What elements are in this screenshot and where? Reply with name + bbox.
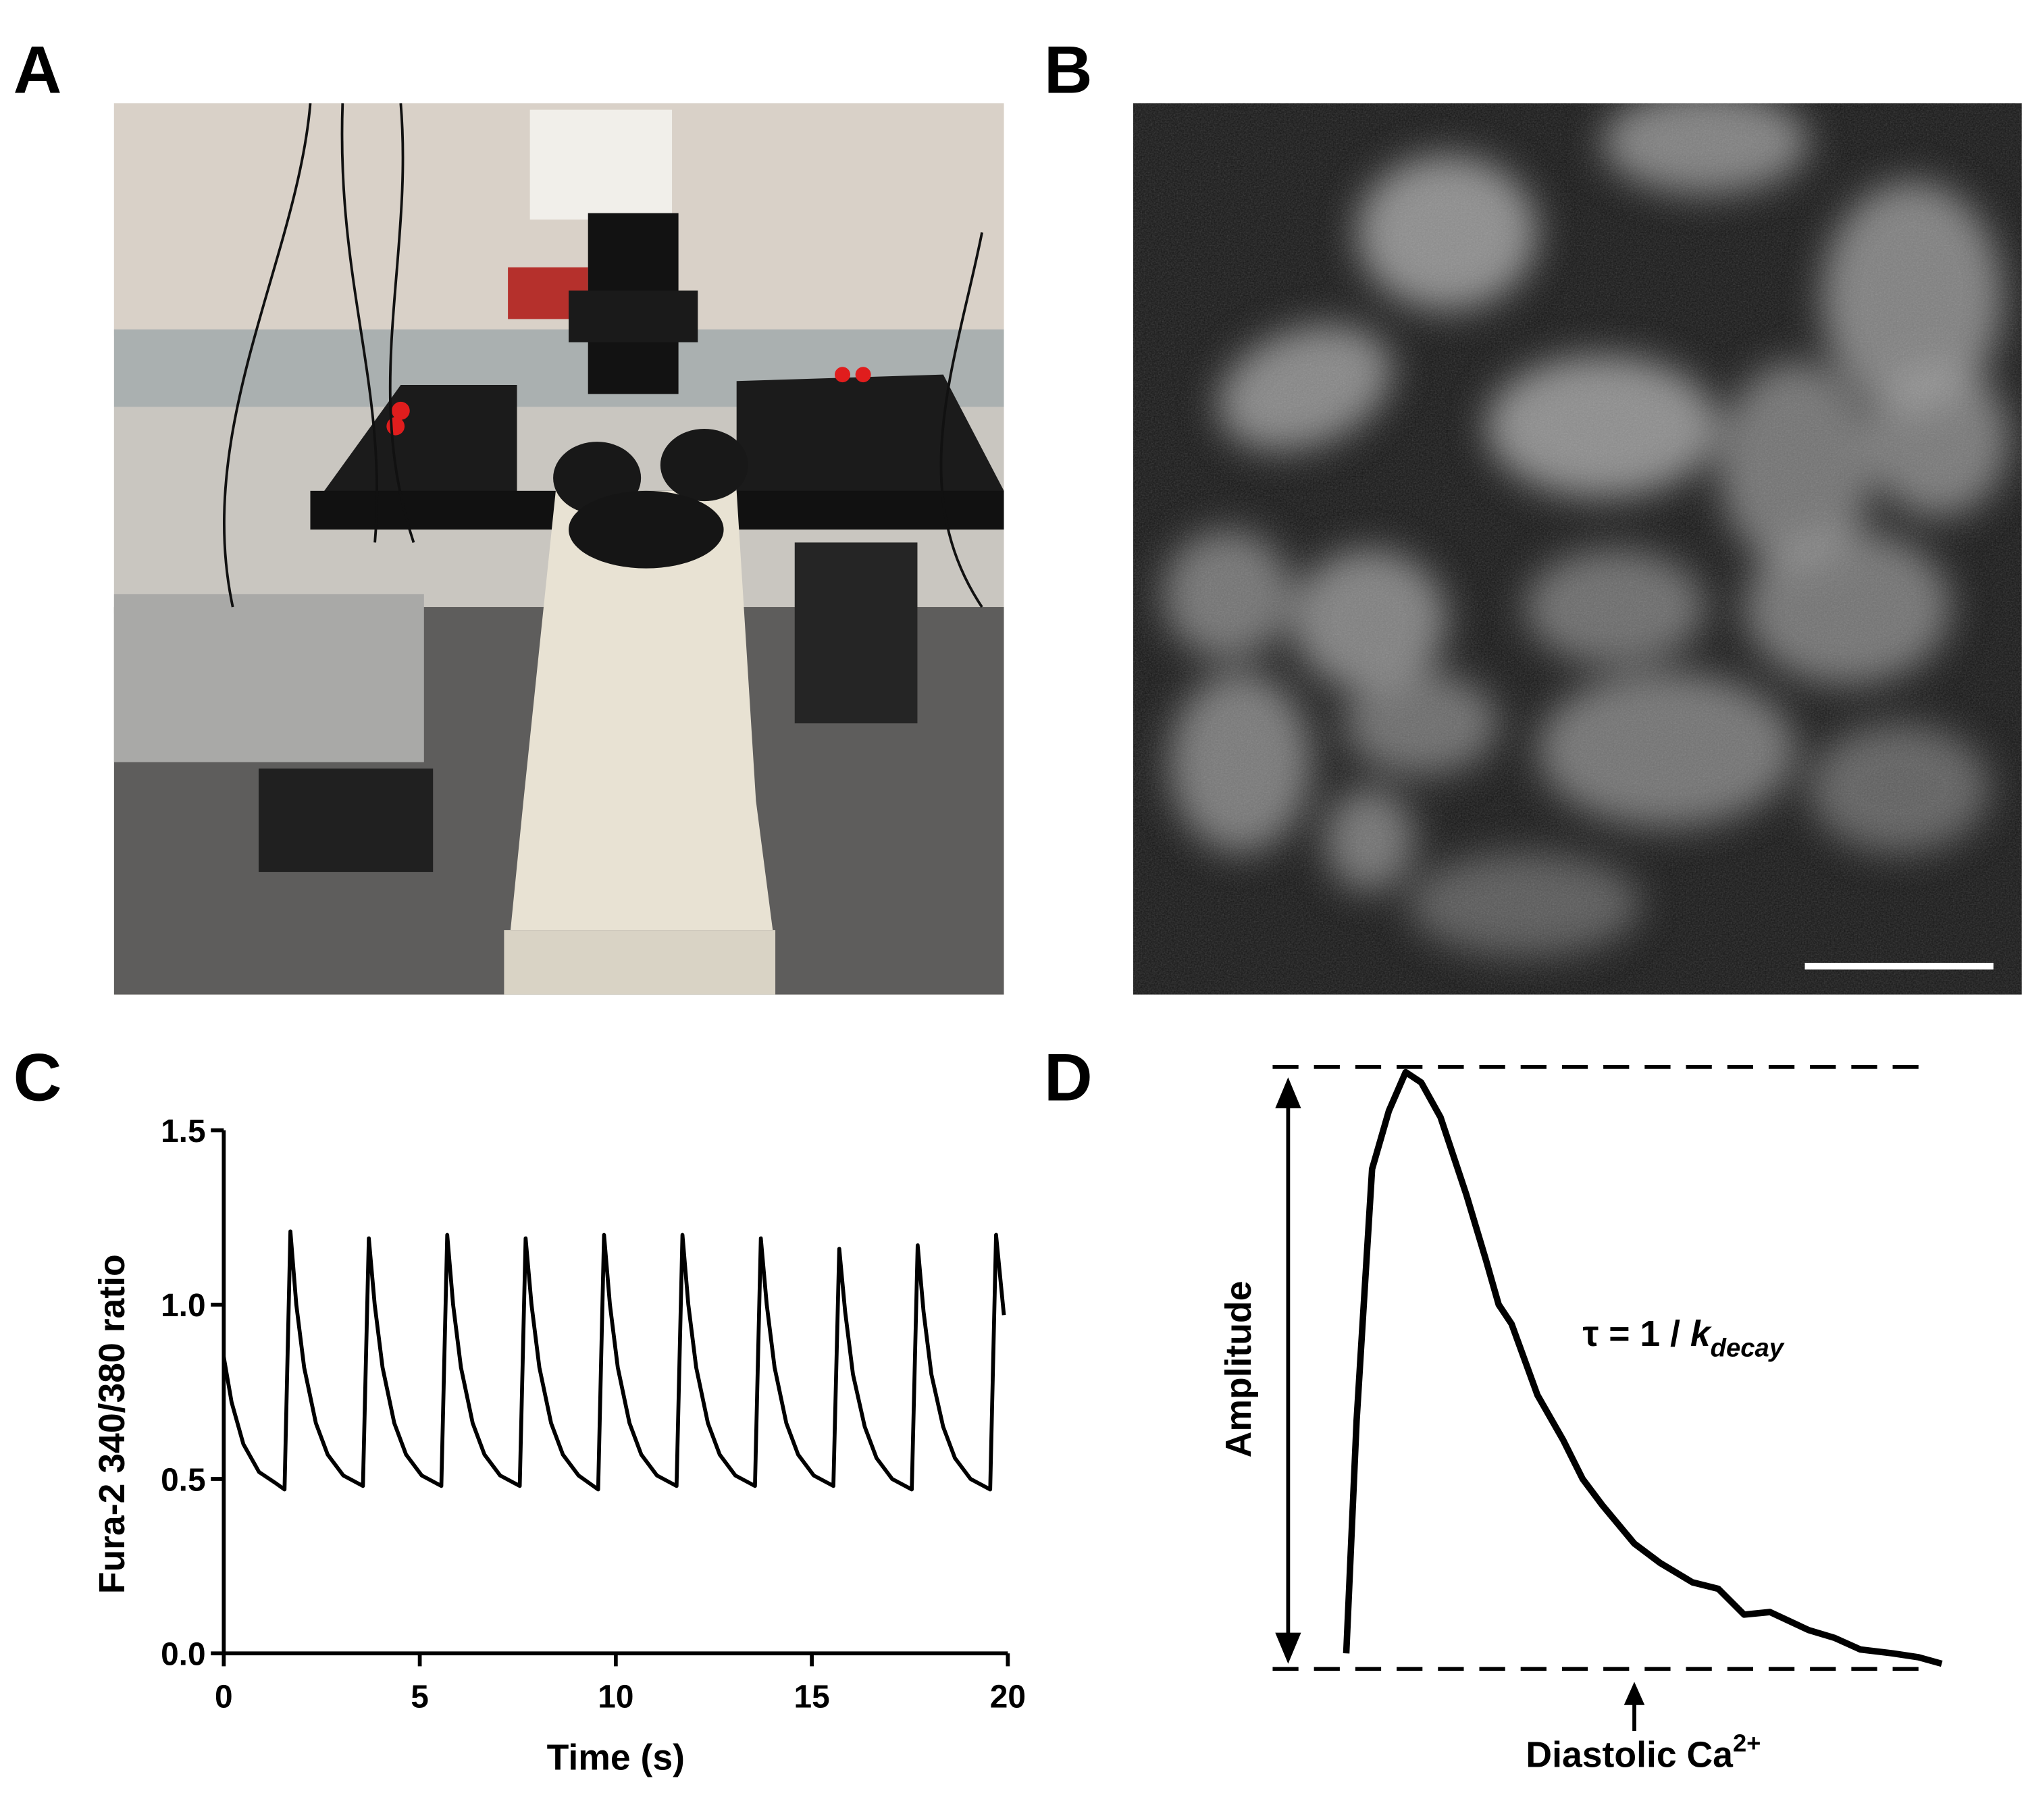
trace bbox=[222, 1229, 1006, 1492]
k-text: k bbox=[1690, 1314, 1712, 1354]
y-tick-label: 0.0 bbox=[161, 1636, 205, 1672]
x-tick-label: 20 bbox=[990, 1680, 1026, 1715]
diastolic-label: Diastolic Ca2+ bbox=[1526, 1730, 1761, 1775]
panel-label: C bbox=[14, 1041, 62, 1116]
x-tick-label: 10 bbox=[598, 1680, 633, 1715]
x-tick-label: 5 bbox=[411, 1680, 429, 1715]
amplitude-label: Amplitude bbox=[1219, 1281, 1259, 1458]
tau-text: τ = 1 / bbox=[1583, 1314, 1690, 1354]
fluorescence-image bbox=[1133, 103, 2022, 995]
x-axis-title: Time (s) bbox=[547, 1738, 685, 1777]
chart: 0.0 0.5 1.0 1.5 0 5 10 15 20 Time (s) Fura-2 340/3… bbox=[93, 1114, 1026, 1778]
y-tick-label: 1.5 bbox=[161, 1114, 205, 1149]
y-tick-label: 1.0 bbox=[161, 1288, 205, 1324]
x-tick-label: 15 bbox=[794, 1680, 830, 1715]
x-tick-label: 0 bbox=[215, 1680, 233, 1715]
y-tick-label: 0.5 bbox=[161, 1462, 205, 1498]
panel-label: D bbox=[1044, 1041, 1093, 1116]
transient-curve bbox=[1343, 1068, 1943, 1667]
microscope-photo bbox=[113, 103, 1004, 995]
schematic: Amplitude τ = 1 / kdecay Diastolic Ca2+ bbox=[1219, 1065, 1943, 1775]
diastolic-sup: 2+ bbox=[1733, 1730, 1761, 1757]
k-sub: decay bbox=[1711, 1333, 1785, 1362]
panel-label: B bbox=[1044, 33, 1093, 108]
tau-label: τ = 1 / kdecay bbox=[1583, 1314, 1785, 1362]
panel-label: A bbox=[14, 33, 62, 108]
y-axis-title: Fura-2 340/380 ratio bbox=[93, 1254, 132, 1594]
diastolic-text: Diastolic Ca bbox=[1526, 1736, 1734, 1775]
